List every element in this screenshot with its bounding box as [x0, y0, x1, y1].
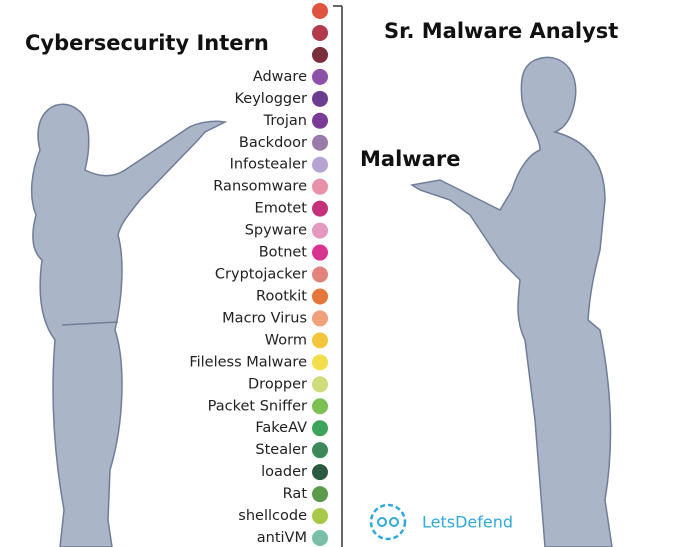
item-label: Rootkit: [256, 288, 307, 304]
intern-figure: [30, 103, 228, 547]
color-dot: [312, 442, 328, 459]
color-dot: [312, 24, 328, 41]
left-title: Cybersecurity Intern: [25, 31, 269, 55]
item-label: shellcode: [238, 508, 307, 524]
item-label: Rat: [283, 486, 308, 502]
item-label: Stealer: [255, 442, 307, 458]
item-label: Cryptojacker: [215, 267, 307, 283]
color-dot: [312, 332, 328, 349]
right-title: Sr. Malware Analyst: [384, 19, 618, 43]
color-dot: [312, 354, 328, 371]
color-dot: [312, 530, 328, 546]
item-label: Worm: [265, 332, 307, 348]
color-dot: [312, 200, 328, 217]
color-dot: [312, 266, 328, 283]
color-dot: [312, 134, 328, 151]
brand-name: LetsDefend: [422, 513, 513, 532]
item-label: antiVM: [257, 530, 307, 546]
color-dot: [312, 288, 328, 305]
item-label: loader: [261, 464, 307, 480]
analyst-figure: [409, 56, 613, 547]
color-dot: [312, 46, 328, 63]
color-dot: [312, 68, 328, 85]
item-label: FakeAV: [255, 420, 307, 436]
malware-list: Adware Keylogger Trojan Backdoor Infostealer…: [189, 3, 328, 546]
item-label: Trojan: [263, 113, 307, 129]
item-label: Ransomware: [213, 179, 307, 195]
color-dot: [312, 90, 328, 107]
logo-icon: [369, 503, 407, 541]
item-label: Keylogger: [235, 91, 308, 107]
color-dot: [312, 3, 328, 19]
color-dot: [312, 508, 328, 525]
color-dot: [312, 310, 328, 327]
color-dot: [312, 464, 328, 481]
item-label: Backdoor: [239, 135, 307, 151]
color-dot: [312, 398, 328, 415]
color-dot: [312, 244, 328, 261]
color-dot: [312, 222, 328, 239]
color-dot: [312, 178, 328, 195]
color-dot: [312, 156, 328, 173]
color-dot: [312, 376, 328, 393]
item-label: Dropper: [248, 376, 307, 392]
item-label: Spyware: [245, 223, 307, 239]
pointed-label: Malware: [360, 147, 460, 171]
item-label: Infostealer: [230, 157, 307, 173]
item-label: Fileless Malware: [189, 354, 307, 370]
color-dot: [312, 420, 328, 437]
logo-eye: [389, 517, 399, 527]
color-dot: [312, 486, 328, 503]
brand-logo: LetsDefend: [369, 503, 513, 541]
item-label: Adware: [253, 69, 307, 85]
item-label: Macro Virus: [222, 310, 307, 326]
skirt-line: [61, 321, 119, 326]
item-label: Botnet: [259, 245, 308, 261]
item-label: Emotet: [255, 201, 308, 217]
item-label: Packet Sniffer: [208, 398, 307, 414]
logo-eye: [377, 517, 387, 527]
color-dot: [312, 112, 328, 129]
